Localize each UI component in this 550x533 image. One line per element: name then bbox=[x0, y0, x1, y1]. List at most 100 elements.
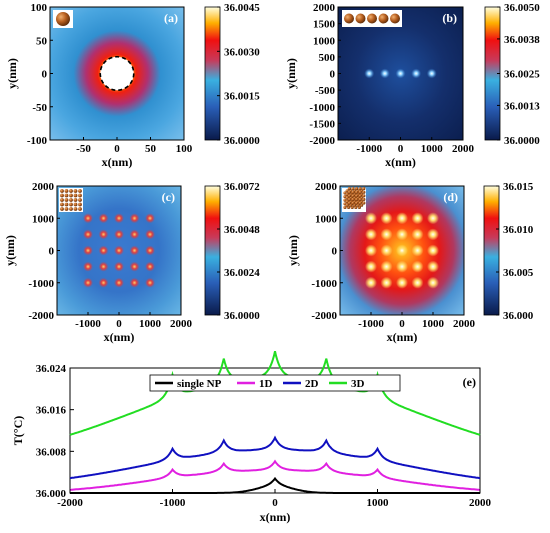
x-axis-label: x(nm) bbox=[387, 330, 418, 344]
y-tick-label: 36.016 bbox=[36, 405, 67, 417]
hot-spot-23 bbox=[396, 212, 408, 225]
hot-spot-3 bbox=[395, 68, 406, 79]
y-tick-label: -2000 bbox=[28, 310, 54, 322]
series-line-3d bbox=[69, 350, 481, 436]
y-tick-label: 1000 bbox=[313, 35, 336, 47]
x-tick-label: 0 bbox=[114, 143, 120, 155]
y-tick-label: 36.008 bbox=[36, 446, 67, 458]
series-line-1d bbox=[69, 459, 481, 491]
y-tick-label: 2000 bbox=[313, 2, 336, 14]
x-tick-label: 2000 bbox=[452, 143, 475, 155]
hot-spot-14 bbox=[411, 244, 424, 257]
y-tick-label: -500 bbox=[315, 85, 336, 97]
hot-spot-17 bbox=[380, 228, 393, 241]
hot-spot-25 bbox=[427, 212, 439, 225]
y-tick-label: 1000 bbox=[315, 213, 338, 225]
colorbar bbox=[483, 185, 500, 316]
x-tick-label: -2000 bbox=[57, 497, 83, 509]
x-tick-label: 0 bbox=[399, 318, 405, 330]
panel-label: (a) bbox=[164, 11, 178, 25]
heatmap-panel-d: (d) -1000 0 1000 2000 2000 1000 0 -1000 -2000 x(nm… bbox=[286, 181, 534, 344]
x-axis-label: x(nm) bbox=[102, 155, 133, 169]
y-axis-label: T(°C) bbox=[11, 416, 25, 445]
heatmap-panel-b: (b) -1000 0 1000 2000 2000 1500 1000 500 0 -500 -10… bbox=[284, 2, 540, 169]
colorbar-tick-label: 36.0024 bbox=[224, 267, 260, 279]
y-tick-label: 0 bbox=[49, 246, 55, 258]
y-tick-label: 0 bbox=[332, 246, 338, 258]
y-axis-label: y(nm) bbox=[5, 58, 19, 89]
heatmap-panel-a: (a) -50 0 50 100 100 50 0 -50 -100 x(nm) y(nm) 36.00… bbox=[5, 2, 260, 169]
nanoparticle-core bbox=[100, 56, 134, 91]
y-tick-label: 500 bbox=[319, 52, 336, 64]
colorbar-tick-label: 36.0048 bbox=[224, 224, 260, 236]
hot-spot-4 bbox=[411, 68, 422, 79]
x-tick-label: -50 bbox=[76, 143, 91, 155]
x-tick-label: 1000 bbox=[139, 318, 162, 330]
inset-nanoparticle-icon bbox=[53, 10, 73, 28]
hot-spot-2 bbox=[98, 277, 109, 288]
x-tick-label: 2000 bbox=[469, 497, 492, 509]
hot-spot-18 bbox=[396, 228, 408, 241]
hot-spot-6 bbox=[83, 261, 93, 272]
hot-spot-5 bbox=[145, 277, 155, 288]
hot-spot-25 bbox=[145, 213, 155, 224]
hot-spot-9 bbox=[129, 261, 140, 272]
y-tick-label: 100 bbox=[31, 2, 48, 14]
inset-nanoparticle-icon bbox=[342, 10, 402, 27]
hot-spot-14 bbox=[129, 245, 140, 256]
hot-spot-17 bbox=[98, 229, 109, 240]
hot-spot-1 bbox=[83, 277, 93, 288]
colorbar bbox=[204, 185, 221, 316]
hot-spot-11 bbox=[365, 244, 377, 257]
hot-spot-2 bbox=[380, 276, 393, 289]
hot-spot-12 bbox=[380, 244, 393, 257]
y-tick-label: 36.024 bbox=[36, 363, 67, 375]
x-tick-label: 0 bbox=[272, 497, 278, 509]
hot-spot-7 bbox=[98, 261, 109, 272]
hot-spot-8 bbox=[396, 260, 408, 273]
y-tick-label: -2000 bbox=[309, 135, 335, 147]
colorbar-tick-label: 36.0000 bbox=[224, 135, 260, 147]
x-axis-label: x(nm) bbox=[104, 330, 135, 344]
legend: single NP 1D 2D 3D bbox=[149, 374, 401, 392]
y-axis-label: y(nm) bbox=[284, 58, 298, 89]
hot-spot-22 bbox=[380, 212, 393, 225]
colorbar-tick-label: 36.0038 bbox=[504, 34, 540, 46]
x-tick-label: 1000 bbox=[421, 143, 444, 155]
inset-nanoparticle-icon bbox=[59, 188, 83, 212]
y-tick-label: 50 bbox=[36, 35, 48, 47]
colorbar-tick-label: 36.0013 bbox=[504, 100, 540, 112]
colorbar-tick-label: 36.000 bbox=[503, 310, 534, 322]
hot-spot-18 bbox=[114, 229, 124, 240]
legend-entry: 2D bbox=[305, 378, 319, 390]
hot-spot-10 bbox=[145, 261, 155, 272]
hot-spot-10 bbox=[427, 260, 439, 273]
legend-entry: single NP bbox=[177, 378, 222, 390]
colorbar-tick-label: 36.0000 bbox=[224, 310, 260, 322]
hot-spot-6 bbox=[365, 260, 377, 273]
hot-spot-15 bbox=[427, 244, 439, 257]
y-tick-label: 1500 bbox=[313, 19, 336, 31]
hot-spot-1 bbox=[365, 276, 377, 289]
x-tick-label: -1000 bbox=[358, 318, 384, 330]
series-line-2d bbox=[69, 435, 481, 480]
hot-spot-22 bbox=[98, 213, 109, 224]
nanoparticle-boundary bbox=[99, 55, 135, 92]
hot-spot-8 bbox=[114, 261, 124, 272]
heatmap-panel-c: (c) -1000 0 1000 2000 2000 1000 0 -1000 -2000 x(nm… bbox=[3, 181, 260, 344]
colorbar-tick-label: 36.005 bbox=[503, 267, 534, 279]
y-tick-label: 1000 bbox=[32, 213, 55, 225]
y-tick-label: 0 bbox=[42, 69, 48, 81]
x-tick-label: 50 bbox=[145, 143, 157, 155]
y-tick-label: 2000 bbox=[32, 181, 55, 193]
colorbar-tick-label: 36.015 bbox=[503, 181, 534, 193]
hot-spot-20 bbox=[427, 228, 439, 241]
hot-spot-3 bbox=[396, 276, 408, 289]
hot-spot-11 bbox=[83, 245, 93, 256]
y-tick-label: -1000 bbox=[28, 278, 54, 290]
x-tick-label: 1000 bbox=[422, 318, 445, 330]
y-tick-label: 0 bbox=[330, 69, 336, 81]
hot-spot-15 bbox=[145, 245, 155, 256]
y-tick-label: -1000 bbox=[311, 278, 337, 290]
